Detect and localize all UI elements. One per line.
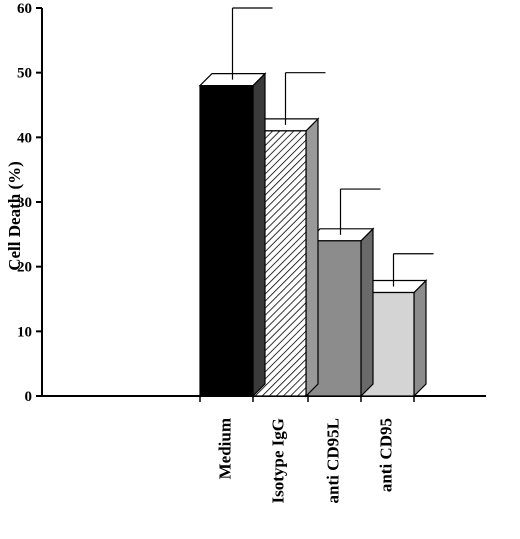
category-label: anti CD95 [377, 418, 396, 492]
error-bars [231, 7, 434, 287]
error-bar [392, 253, 434, 287]
bar-side [305, 117, 319, 398]
y-axis-label: Cell Death (%) [5, 161, 24, 271]
labels: Cell Death (%) Medium Isotype IgG anti CD95… [5, 161, 396, 503]
y-tick-label: 60 [17, 1, 32, 17]
y-tick-label: 10 [17, 324, 32, 340]
error-bar [339, 188, 381, 235]
bar-side [413, 279, 427, 398]
category-label: Medium [216, 418, 235, 479]
bar-side [252, 72, 266, 398]
bar-medium [198, 72, 267, 398]
y-tick-label: 0 [25, 389, 33, 405]
error-bar [284, 72, 326, 125]
y-tick-label: 30 [17, 195, 32, 211]
error-bar [231, 7, 273, 80]
bar-front [199, 84, 254, 397]
category-label: anti CD95L [324, 418, 343, 503]
y-tick-label: 20 [17, 260, 32, 276]
y-tick-label: 40 [17, 130, 32, 146]
category-label: Isotype IgG [269, 418, 288, 503]
bars [198, 72, 428, 398]
bar-side [360, 227, 374, 398]
y-tick-label: 50 [17, 66, 32, 82]
axes: 0 10 20 30 40 50 60 [17, 1, 486, 405]
